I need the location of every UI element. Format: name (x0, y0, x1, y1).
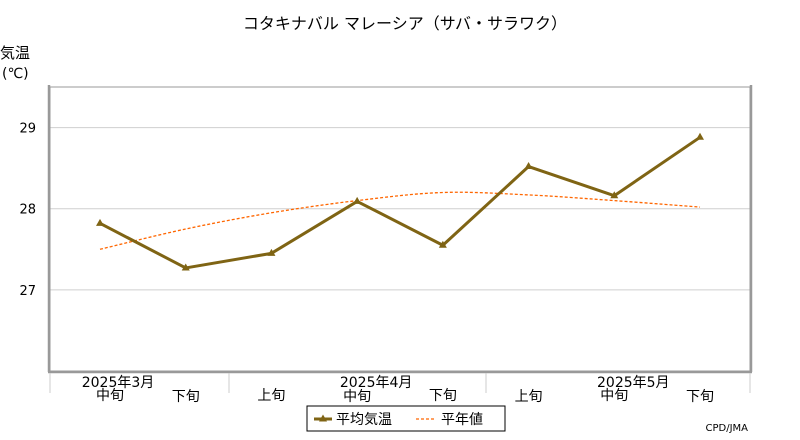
y-axis-label: 気温 (0, 44, 30, 62)
plot-area-border (49, 86, 751, 372)
grid-lines (50, 127, 750, 291)
chart-title: コタキナバル マレーシア（サバ・サラワク） (243, 14, 567, 33)
x-tick-label: 下旬 (686, 389, 714, 405)
y-tick-label: 29 (19, 122, 36, 137)
x-tick-label: 下旬 (172, 389, 200, 405)
y-tick-labels: 27 28 29 (19, 122, 36, 299)
data-point-avg (438, 240, 447, 248)
x-tick-label: 上旬 (257, 388, 285, 404)
x-axis: 中旬 下旬 上旬 中旬 下旬 上旬 中旬 下旬 2025年3月 2025年4月 2025年5月 (49, 373, 751, 405)
x-tick-label: 中旬 (96, 388, 124, 404)
data-point-avg (96, 218, 104, 226)
y-tick-label: 28 (19, 203, 36, 218)
data-point-avg (696, 132, 704, 140)
data-point-avg (353, 196, 362, 204)
legend-label-avg: 平均気温 (336, 412, 392, 428)
y-axis-unit: (℃) (2, 66, 29, 82)
y-tick-label: 27 (19, 284, 36, 299)
x-tick-label: 中旬 (600, 388, 628, 404)
series-layer (96, 132, 704, 271)
x-month-label: 2025年3月 (82, 375, 155, 391)
x-tick-label: 上旬 (515, 389, 543, 405)
x-month-label: 2025年4月 (340, 375, 413, 391)
plot-frame (47, 85, 753, 374)
legend: 平均気温 平年値 (306, 405, 506, 432)
series-avg-line (99, 136, 701, 270)
x-month-label: 2025年5月 (597, 375, 670, 391)
x-tick-label: 中旬 (343, 389, 371, 405)
legend-label-normal: 平年値 (441, 412, 483, 428)
legend-box (306, 405, 506, 432)
credit-text: CPD/JMA (706, 423, 749, 434)
x-tick-label: 下旬 (429, 388, 457, 404)
data-point-avg (524, 162, 533, 170)
data-point-avg (267, 248, 276, 256)
series-normal-line (99, 191, 701, 250)
data-point-avg (610, 191, 619, 199)
data-point-avg (181, 263, 190, 271)
legend-swatch-avg-marker (319, 414, 327, 422)
